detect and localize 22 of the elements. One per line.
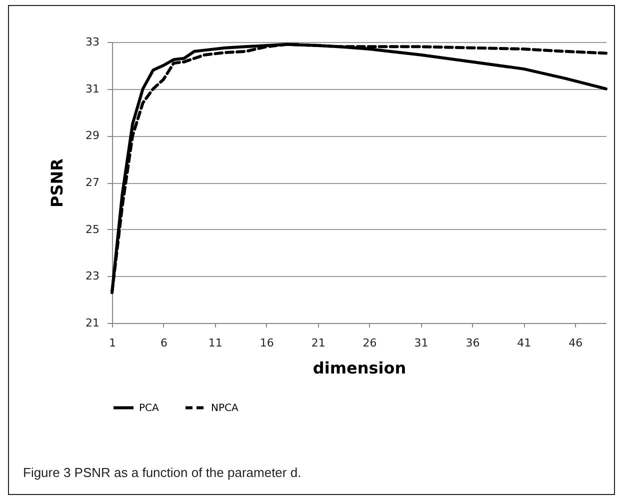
y-tick-label: 25 [86, 222, 100, 236]
x-tick-label: 6 [160, 336, 168, 350]
x-tick-label: 36 [466, 336, 480, 350]
x-tick-label: 21 [311, 336, 326, 350]
x-tick-label: 1 [109, 336, 116, 350]
x-tick-label: 11 [208, 336, 222, 350]
y-tick-label: 27 [86, 176, 100, 189]
y-tick-label: 29 [86, 129, 100, 142]
y-tick-label: 23 [86, 270, 100, 283]
x-tick-label: 41 [517, 336, 532, 350]
y-tick-label: 31 [86, 82, 100, 96]
y-tick-label: 21 [86, 316, 100, 330]
y-axis-title: PSNR [48, 158, 67, 208]
y-tick-label: 33 [86, 36, 100, 48]
x-tick-label: 46 [568, 336, 583, 350]
x-tick-label: 31 [414, 336, 428, 350]
caption: Figure 3 PSNR as a function of the parameter d. [23, 465, 302, 480]
x-tick-label: 16 [260, 336, 274, 350]
x-axis-title: dimension [312, 358, 406, 378]
x-tick-label: 26 [362, 336, 377, 350]
legend-label: PCA [139, 402, 160, 414]
legend-label: NPCA [211, 402, 238, 414]
